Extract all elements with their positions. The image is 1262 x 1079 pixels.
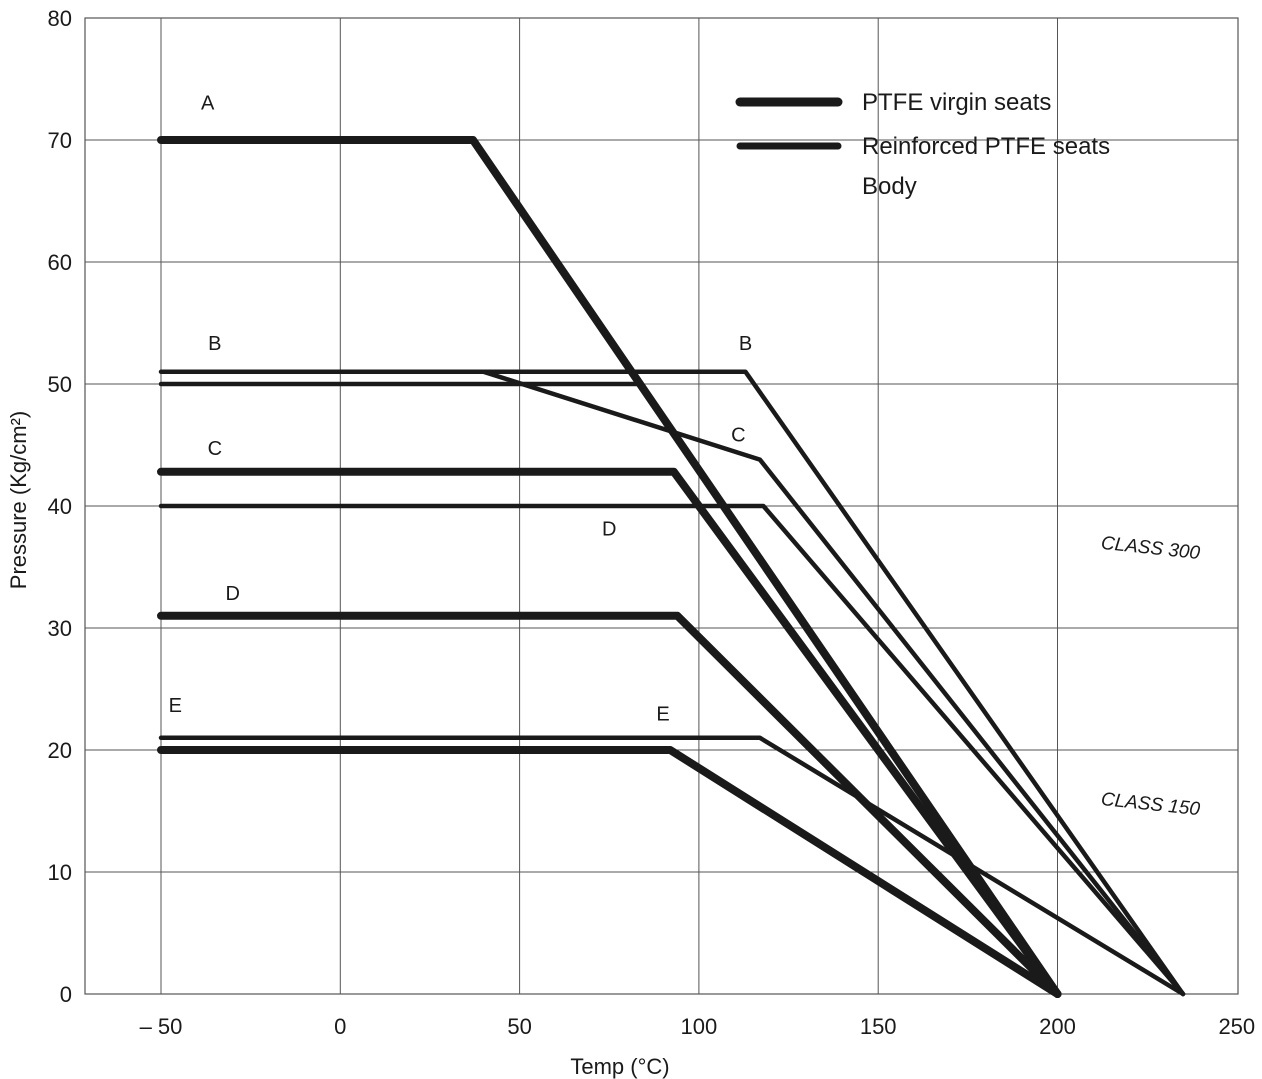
x-tick-label: 150 — [860, 1014, 897, 1039]
curve-label: A — [201, 93, 215, 115]
legend-label: Body — [862, 173, 917, 200]
series-line-a-thick — [157, 136, 1062, 998]
x-tick-label: 250 — [1218, 1014, 1255, 1039]
curve-label: D — [602, 518, 616, 540]
series-line-d-thick — [157, 611, 1062, 998]
curve-label: B — [739, 333, 752, 355]
curve-label: C — [208, 438, 222, 460]
curve-label: C — [731, 424, 745, 446]
series-line-c-medium — [481, 369, 1186, 997]
x-tick-label: 0 — [334, 1014, 346, 1039]
series-line-d-medium — [158, 503, 1186, 997]
legend-label: Reinforced PTFE seats — [862, 133, 1110, 160]
series-line-e-thick — [157, 746, 1062, 998]
y-tick-label: 30 — [48, 616, 72, 641]
legend: PTFE virgin seats Reinforced PTFE seats Bo… — [735, 89, 1110, 200]
y-axis-title: Pressure (Kg/cm²) — [6, 411, 31, 589]
x-tick-label: – 50 — [140, 1014, 183, 1039]
legend-label: PTFE virgin seats — [862, 89, 1051, 116]
curve-label: E — [656, 704, 669, 726]
x-tick-label: 50 — [507, 1014, 531, 1039]
series-line-e-medium — [158, 735, 1186, 997]
y-tick-label: 0 — [60, 982, 72, 1007]
series-line-c-thick — [157, 467, 1062, 998]
y-tick-label: 60 — [48, 250, 72, 275]
y-tick-label: 70 — [48, 128, 72, 153]
y-tick-label: 80 — [48, 6, 72, 31]
y-tick-label: 20 — [48, 738, 72, 763]
curve-label: D — [225, 583, 239, 605]
plot-frame — [84, 17, 1239, 995]
class-annotation: CLASS 300 — [1100, 533, 1201, 564]
x-tick-label: 200 — [1039, 1014, 1076, 1039]
curve-label: B — [208, 333, 221, 355]
y-tick-label: 40 — [48, 494, 72, 519]
y-tick-label: 50 — [48, 372, 72, 397]
curve-labels: A B B C C D D E E CLASS 300 CLASS 150 — [169, 93, 1202, 821]
curve-label: E — [169, 695, 182, 717]
x-tick-label: 100 — [681, 1014, 718, 1039]
class-annotation: CLASS 150 — [1100, 789, 1201, 820]
tick-labels: – 50 0 50 100 150 200 250 0 10 20 30 40 50 60 70 80 — [48, 6, 1256, 1039]
x-axis-title: Temp (°C) — [570, 1054, 669, 1079]
y-tick-label: 10 — [48, 860, 72, 885]
series-lines — [157, 136, 1186, 998]
series-line-b-medium — [158, 369, 1186, 997]
